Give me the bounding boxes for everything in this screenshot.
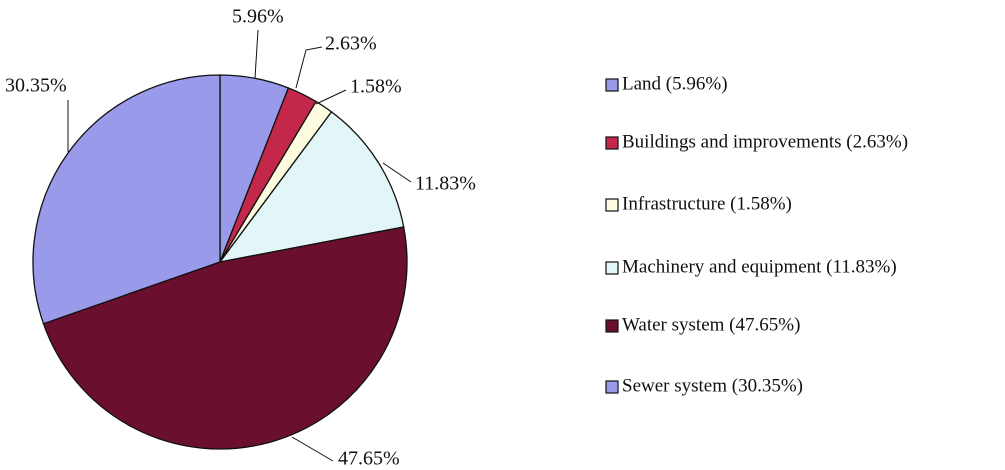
pie-slice <box>218 110 405 263</box>
legend-swatch <box>605 198 619 212</box>
legend-label: Machinery and equipment (11.83%) <box>622 256 897 277</box>
data-label: 5.96% <box>232 6 284 28</box>
data-label: 1.58% <box>350 76 402 98</box>
legend-swatch <box>605 261 619 275</box>
legend-label: Water system (47.65%) <box>622 314 800 335</box>
data-label: 2.63% <box>325 33 377 55</box>
legend-swatch <box>605 136 619 150</box>
legend-swatch <box>605 380 619 394</box>
leader-line <box>382 162 412 183</box>
data-label: 11.83% <box>415 173 476 195</box>
legend-label: Buildings and improvements (2.63%) <box>622 131 908 152</box>
data-label: 47.65% <box>338 448 400 470</box>
pie-slice <box>42 226 408 450</box>
data-label: 30.35% <box>5 75 67 97</box>
legend-swatch <box>605 78 619 92</box>
pie-slice <box>32 74 221 325</box>
legend-label: Sewer system (30.35%) <box>622 375 803 396</box>
legend-label: Land (5.96%) <box>622 73 728 94</box>
leader-line <box>291 436 334 462</box>
leader-line <box>315 89 347 105</box>
leader-line <box>295 46 323 89</box>
legend-swatch <box>605 319 619 333</box>
legend-label: Infrastructure (1.58%) <box>622 193 792 214</box>
leader-line <box>254 29 259 79</box>
